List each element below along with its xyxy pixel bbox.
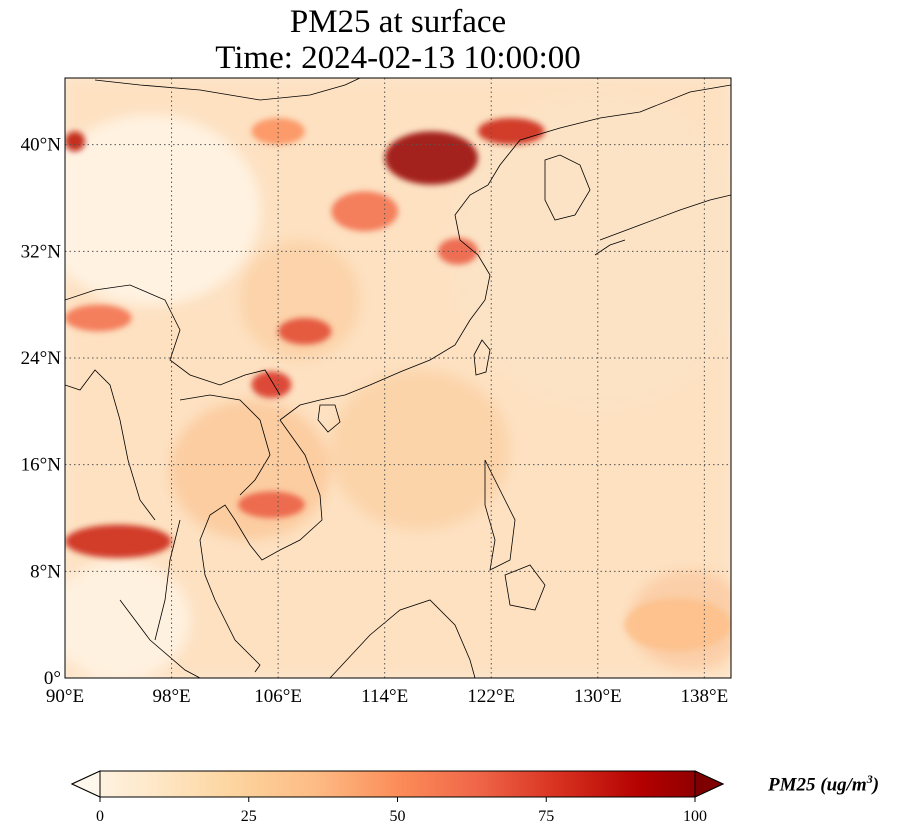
hotspot-5 [278, 318, 331, 345]
hotspot-6 [238, 491, 305, 518]
map-plot-area [40, 78, 750, 680]
hotspot-3 [65, 525, 172, 558]
tick-label-lat-4: 32°N [21, 241, 62, 262]
tick-label-lat-5: 40°N [21, 135, 62, 156]
hotspot-4 [251, 371, 291, 398]
colorbar-body [72, 771, 723, 797]
colorbar-tick-label-4: 100 [683, 808, 707, 825]
tick-label-lat-1: 8°N [30, 561, 61, 582]
tick-label-lon-5: 130°E [574, 686, 622, 707]
tick-label-lat-3: 24°N [21, 348, 62, 369]
longitude-ticks: 90°E 98°E 106°E 114°E 122°E 130°E 138°E [46, 686, 728, 707]
tick-label-lon-1: 98°E [152, 686, 190, 707]
tick-label-lat-0: 0° [44, 668, 61, 689]
tick-label-lat-2: 16°N [21, 455, 62, 476]
colorbar-tick-label-3: 75 [538, 808, 554, 825]
colorbar-tick-label-1: 25 [241, 808, 257, 825]
hotspot-9 [65, 305, 132, 332]
colorbar-extend-max [695, 771, 723, 797]
map-figure: 90°E 98°E 106°E 114°E 122°E 130°E 138°E 0° 8°N 1… [0, 0, 905, 836]
colorbar-extend-min [72, 771, 100, 797]
colorbar: 0 25 50 75 100 [72, 771, 723, 825]
tick-label-lon-4: 122°E [467, 686, 515, 707]
latitude-ticks: 0° 8°N 16°N 24°N 32°N 40°N [21, 135, 62, 689]
colorbar-tick-label-0: 0 [96, 808, 104, 825]
colorbar-label-main: PM25 (ug/m [768, 774, 867, 795]
tick-label-lon-2: 106°E [254, 686, 302, 707]
colorbar-label-end: ) [873, 774, 879, 795]
tick-label-lon-6: 138°E [681, 686, 729, 707]
tick-label-lon-0: 90°E [46, 686, 84, 707]
hotspot-1 [478, 118, 545, 145]
hotspot-10 [251, 118, 304, 145]
colorbar-tick-label-2: 50 [390, 808, 406, 825]
hotspot-8 [331, 191, 398, 231]
hotspot-2 [65, 131, 85, 151]
tick-label-lon-3: 114°E [361, 686, 408, 707]
hotspot-11 [624, 598, 731, 651]
colorbar-ticks: 0 25 50 75 100 [96, 797, 707, 825]
colorbar-label: PM25 (ug/m3) [768, 772, 879, 796]
hotspot-0 [385, 131, 478, 184]
